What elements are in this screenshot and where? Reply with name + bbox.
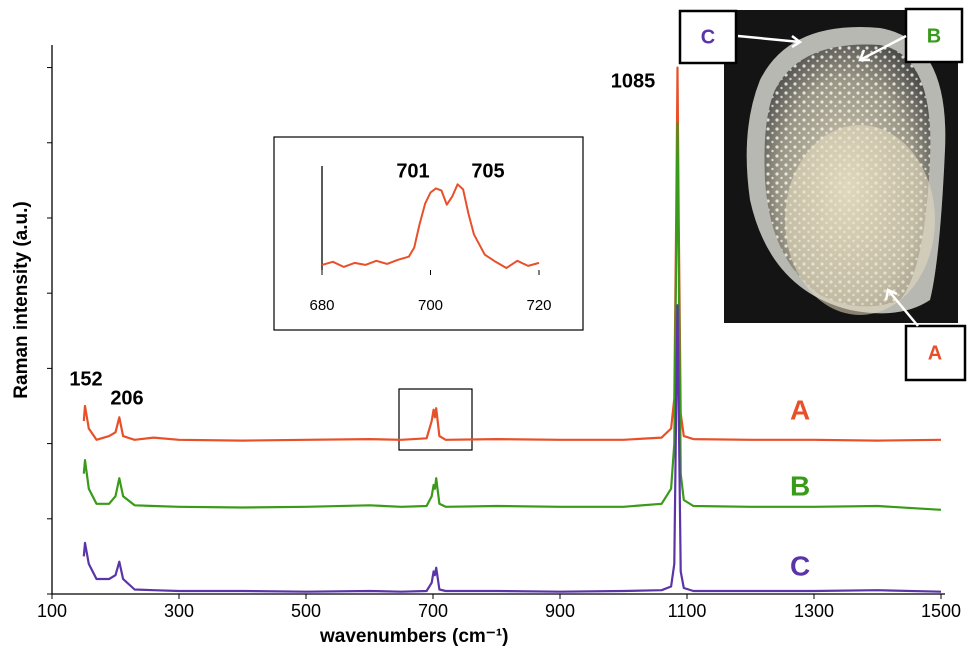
series-label: B [790,470,810,501]
annotation: 705 [471,160,504,182]
x-tick-label: 700 [418,297,443,314]
series-label: C [790,550,810,581]
series-label: A [790,394,810,425]
x-tick-label: 700 [418,601,448,621]
x-tick-label: 1500 [921,601,961,621]
x-tick-label: 100 [37,601,67,621]
zoom-box [399,389,472,450]
x-tick-label: 1300 [794,601,834,621]
image-label: B [927,25,941,47]
image-label: A [928,342,942,364]
x-tick-label: 300 [164,601,194,621]
y-axis-label: Raman intensity (a.u.) [11,201,32,398]
x-tick-label: 1100 [668,601,707,621]
annotation: 1085 [611,70,656,92]
x-tick-label: 680 [309,297,334,314]
annotation: 206 [110,387,143,409]
annotation: 701 [396,160,429,182]
chart: C B A wavenumbers (cm⁻¹) Raman intensity… [0,0,979,661]
image-label: C [701,26,715,48]
series-line [84,305,941,592]
x-tick-label: 720 [526,297,551,314]
x-tick-label: 500 [291,601,321,621]
annotation: 152 [69,368,102,390]
x-tick-label: 900 [545,601,575,621]
x-axis-label: wavenumbers (cm⁻¹) [319,626,508,647]
